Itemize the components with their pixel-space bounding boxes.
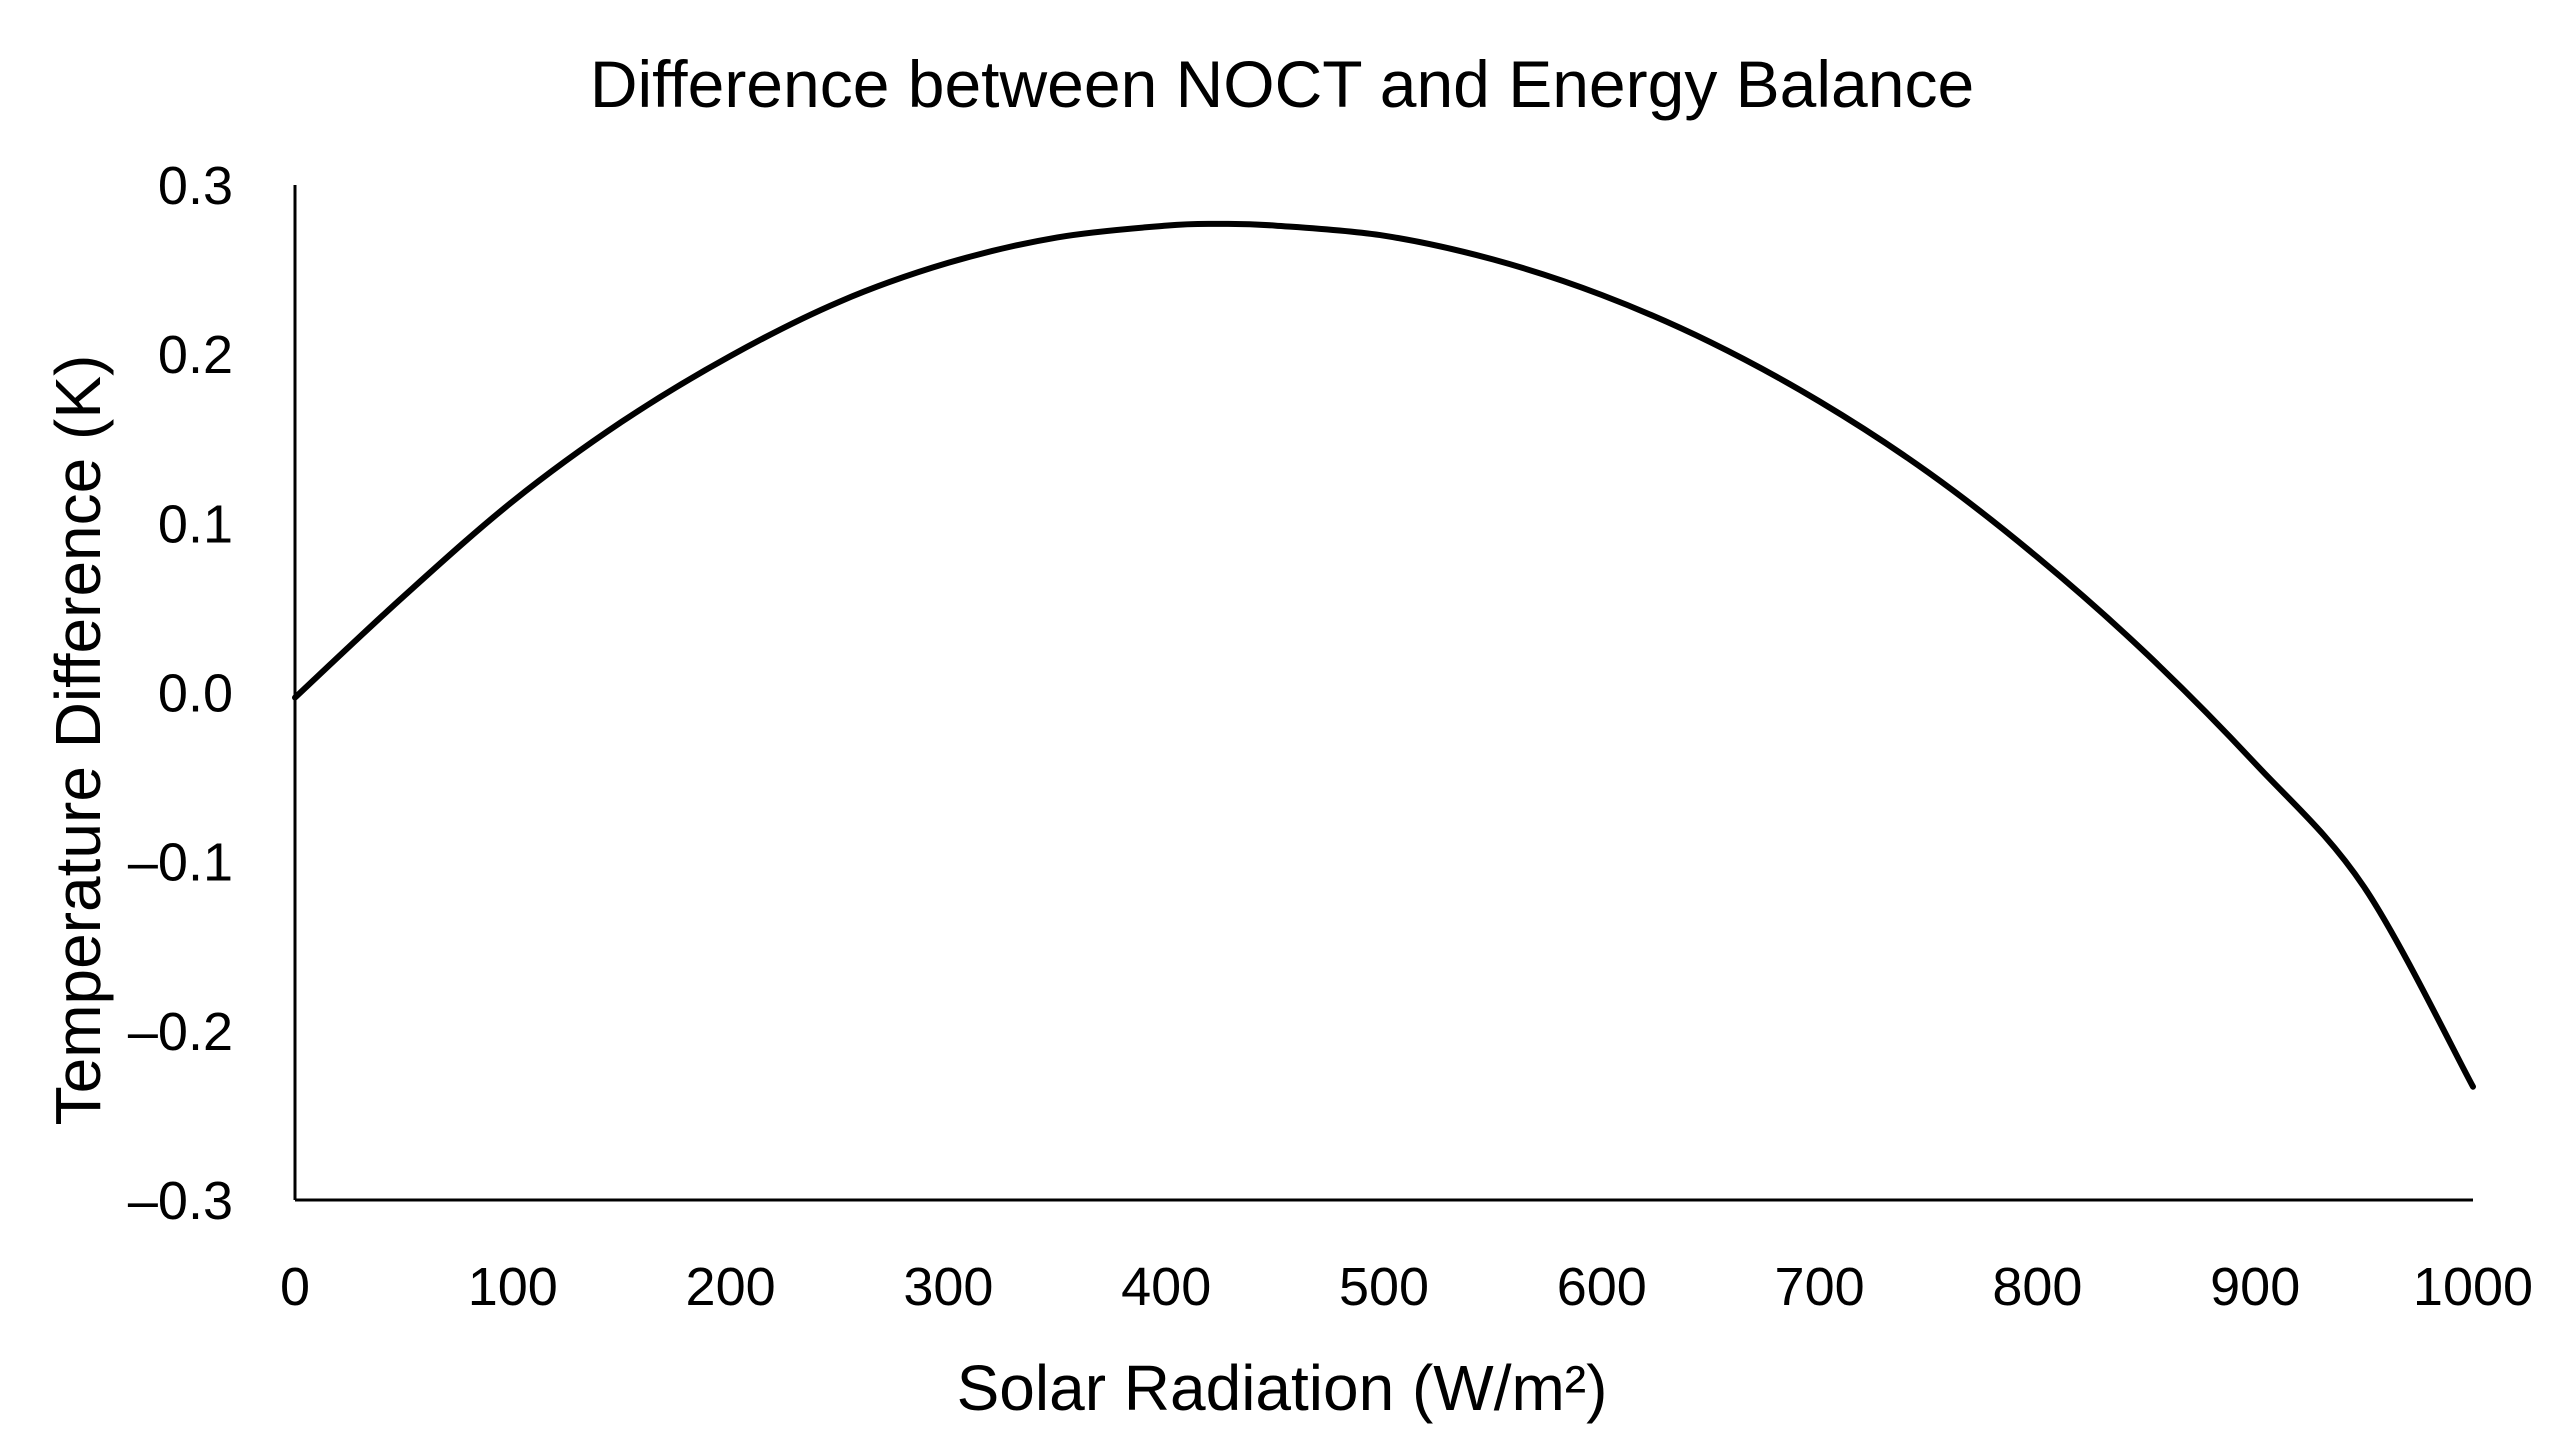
y-tick-labels: 0.3 0.2 0.1 0.0 –0.1 –0.2 –0.3 [128, 156, 233, 1231]
x-tick-label: 400 [1121, 1257, 1211, 1317]
x-axis-label: Solar Radiation (W/m²) [957, 1352, 1608, 1424]
y-tick-label: –0.3 [128, 1171, 233, 1231]
y-tick-label: –0.2 [128, 1002, 233, 1062]
x-tick-label: 600 [1557, 1257, 1647, 1317]
x-tick-labels: 0 100 200 300 400 500 600 700 800 900 1000 [280, 1257, 2533, 1317]
y-axis-label: Temperature Difference (K) [42, 355, 114, 1126]
x-tick-label: 1000 [2413, 1257, 2533, 1317]
y-tick-label: 0.0 [158, 664, 233, 724]
series-layer [292, 220, 2476, 1090]
x-tick-label: 0 [280, 1257, 310, 1317]
y-tick-label: –0.1 [128, 833, 233, 893]
x-tick-label: 900 [2210, 1257, 2300, 1317]
y-tick-label: 0.1 [158, 494, 233, 554]
y-tick-label: 0.2 [158, 325, 233, 385]
x-tick-label: 200 [686, 1257, 776, 1317]
chart-title: Difference between NOCT and Energy Balan… [590, 47, 1974, 121]
x-tick-label: 300 [903, 1257, 993, 1317]
x-tick-label: 500 [1339, 1257, 1429, 1317]
x-tick-label: 800 [1992, 1257, 2082, 1317]
x-tick-label: 100 [468, 1257, 558, 1317]
y-tick-label: 0.3 [158, 156, 233, 216]
x-tick-label: 700 [1775, 1257, 1865, 1317]
series-line [292, 220, 2476, 1090]
